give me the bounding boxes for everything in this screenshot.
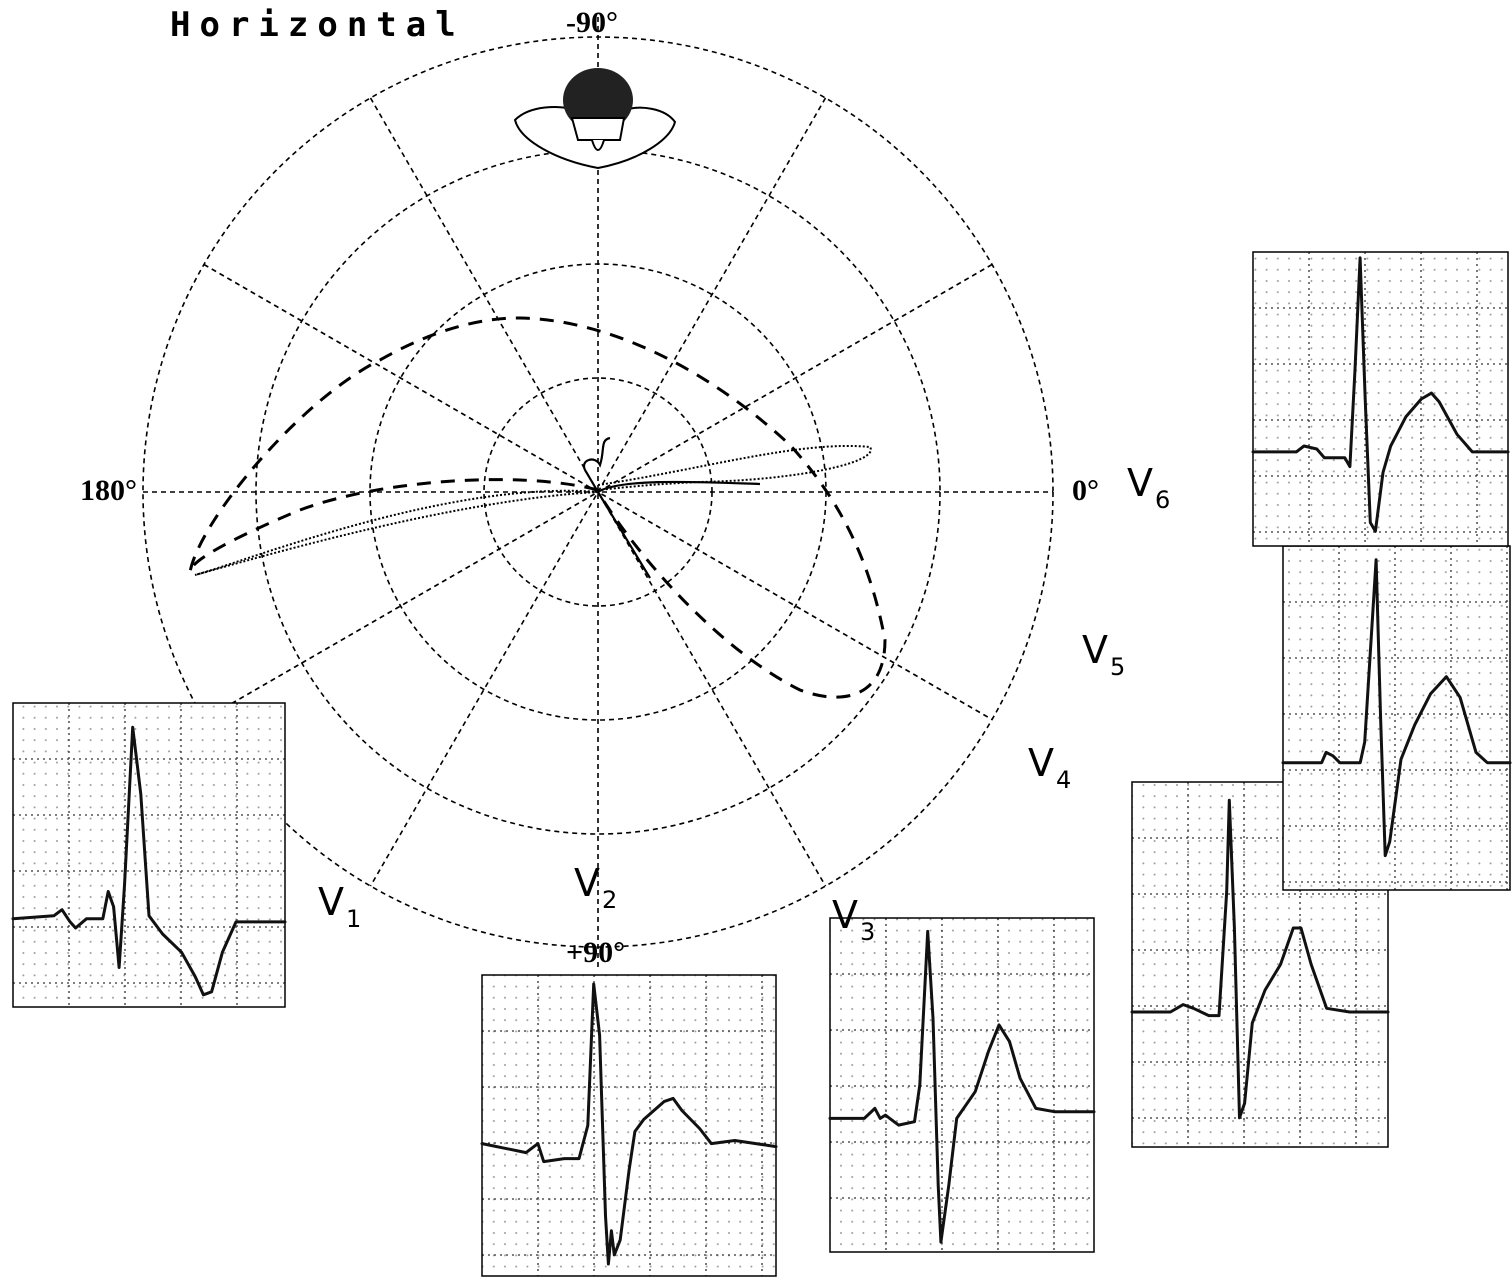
angle-label: 180° [80,474,137,507]
ecg-panel [1283,546,1510,890]
ecg-panel [1253,252,1508,546]
lead-label: V6 [1127,461,1170,514]
qrs-loop [190,318,885,697]
angle-label: -90° [566,6,618,39]
ecg-minor-grid [13,703,285,1007]
ecg-panel [13,703,285,1007]
vector-loops [190,318,885,697]
lead-letter: V [1127,461,1153,505]
ecg-minor-grid [482,975,776,1276]
lead-label: V5 [1082,628,1125,681]
ecg-minor-grid [1283,546,1510,890]
lead-letter: V [318,880,344,924]
lead-subscript: 1 [346,905,361,933]
lead-label: V1 [318,880,361,933]
lead-subscript: 6 [1155,486,1170,514]
lead-label: V4 [1028,741,1071,794]
angle-label: +90° [566,936,625,969]
angle-label: 0° [1072,474,1099,507]
lead-label: V2 [574,861,617,914]
title: Horizontal [170,5,465,45]
head-icon [515,68,675,168]
ecg-panel [482,975,776,1276]
loop-origin [584,438,760,578]
diagram: Horizontal -90° 180° 0° +90° V1V2V3V4V5V… [0,0,1512,1277]
ecg-panel [830,918,1094,1252]
ecg-panels [13,252,1510,1276]
lead-letter: V [832,893,858,937]
lead-letter: V [1082,628,1108,672]
lead-subscript: 4 [1056,766,1071,794]
page: Horizontal -90° 180° 0° +90° V1V2V3V4V5V… [0,0,1512,1277]
lead-subscript: 2 [602,886,617,914]
lead-letter: V [574,861,600,905]
lead-subscript: 3 [860,918,875,946]
lead-subscript: 5 [1110,653,1125,681]
lead-letter: V [1028,741,1054,785]
